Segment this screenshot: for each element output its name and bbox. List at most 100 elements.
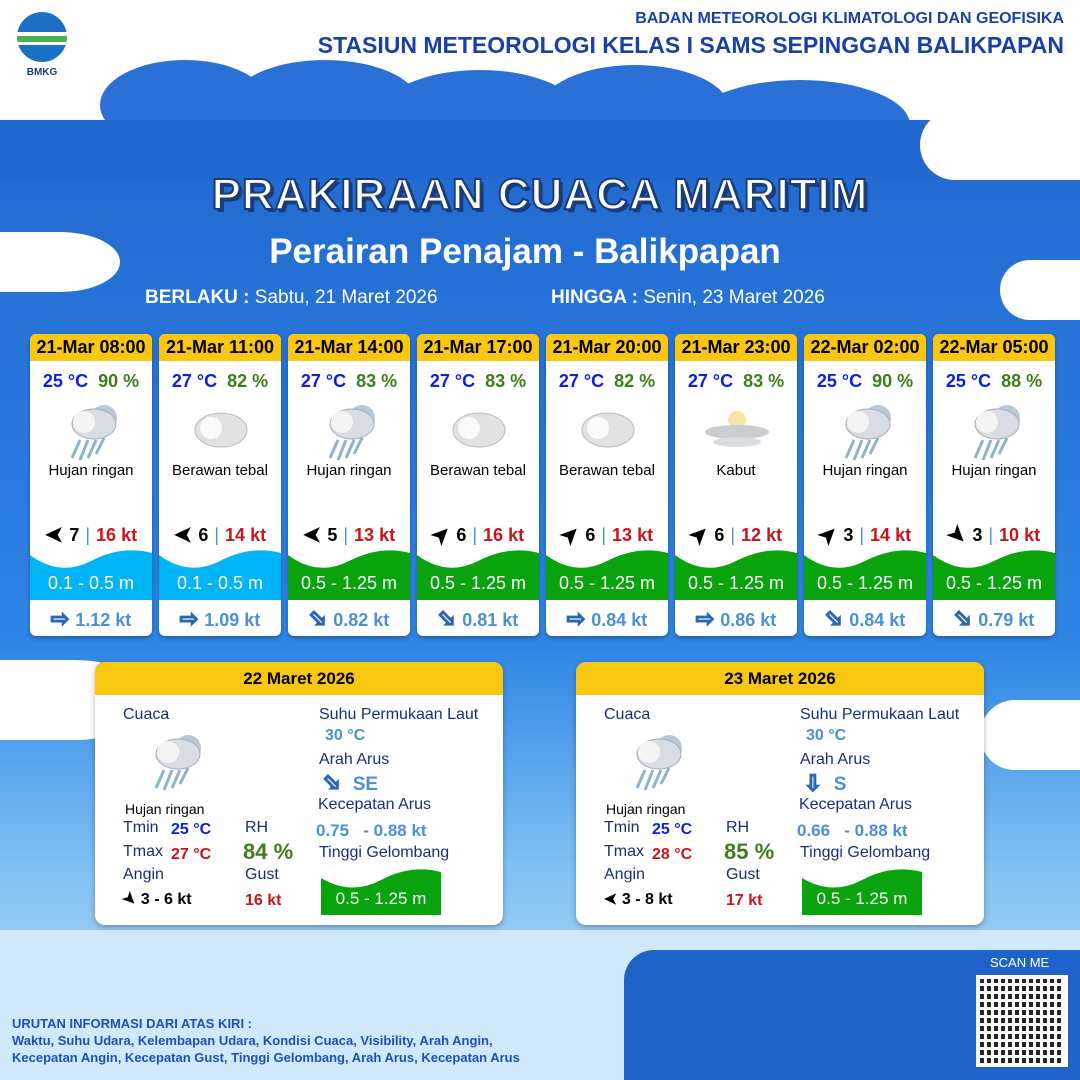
rh-label: RH — [245, 819, 269, 836]
sst-value: 30 °C — [325, 727, 366, 744]
gust-speed: 14 kt — [225, 524, 267, 545]
wind-direction-icon: ➤ — [604, 890, 618, 907]
tmin-value: 25 °C — [171, 821, 212, 838]
wind-direction-icon: ➤ — [683, 519, 715, 551]
weather-condition: Hujan ringan — [822, 462, 908, 479]
wind-direction-icon: ➤ — [302, 523, 322, 548]
tmax-label: Tmax — [604, 843, 644, 860]
temperature: 27 °C — [558, 371, 605, 391]
current-direction-icon: ⇨ — [818, 603, 850, 635]
wind-direction-icon: ➤ — [942, 519, 973, 551]
sky-band — [0, 120, 1080, 180]
wind-speed: 3 — [843, 524, 854, 545]
temperature: 25 °C — [945, 371, 992, 391]
wave-height: 0.5 - 1.25 m — [546, 549, 668, 600]
weather-condition: Berawan tebal — [559, 462, 655, 479]
current-speed-label: Kecepatan Arus — [318, 796, 431, 813]
current-speed-max: - 0.88 kt — [363, 821, 427, 840]
wave-height: 0.5 - 1.25 m — [288, 549, 410, 600]
tmin-label: Tmin — [604, 819, 640, 836]
wind-speed: 6 — [198, 524, 209, 545]
humidity: 82 % — [614, 371, 656, 391]
cloud-icon — [572, 398, 642, 458]
wave-height: 0.5 - 1.25 m — [417, 549, 539, 600]
wind-speed: 7 — [69, 524, 80, 545]
divider: | — [214, 524, 220, 545]
weather-condition: Hujan ringan — [48, 462, 134, 479]
wind-speed: 3 — [972, 524, 983, 545]
rh-value: 85 % — [724, 839, 775, 864]
divider: | — [472, 524, 478, 545]
weather-condition: Hujan ringan — [306, 462, 392, 479]
current-speed: 0.81 kt — [462, 610, 519, 630]
rain-cloud-icon — [621, 728, 691, 797]
current-speed: 1.09 kt — [204, 610, 261, 630]
rain-cloud-icon — [140, 728, 210, 797]
wind-direction-icon: ➤ — [118, 888, 141, 911]
cloud-icon — [185, 398, 255, 458]
wind-speed: 5 — [327, 524, 338, 545]
valid-from: BERLAKU : Sabtu, 21 Maret 2026 — [145, 287, 438, 308]
wave-label: Tinggi Gelombang — [800, 844, 931, 861]
gust-speed: 16 kt — [96, 524, 138, 545]
forecast-time: 22-Mar 02:00 — [804, 334, 926, 361]
wind-direction-icon: ➤ — [812, 519, 844, 551]
sst-value: 30 °C — [806, 727, 847, 744]
cloud-shape — [920, 110, 1080, 180]
daily-summary-panel: 23 Maret 2026 Cuaca Hujan ringan Tmin 25… — [576, 662, 984, 925]
temperature: 27 °C — [429, 371, 476, 391]
forecast-time: 22-Mar 05:00 — [933, 334, 1055, 361]
tmax-label: Tmax — [123, 843, 163, 860]
gust-speed: 16 kt — [483, 524, 525, 545]
forecast-time: 21-Mar 23:00 — [675, 334, 797, 361]
weather-condition: Hujan ringan — [606, 801, 686, 817]
wave-height: 0.5 - 1.25 m — [933, 549, 1055, 600]
wave-height: 0.5 - 1.25 m — [804, 549, 926, 600]
gust-speed: 14 kt — [870, 524, 912, 545]
humidity: 83 % — [743, 371, 785, 391]
rain-cloud-icon — [56, 398, 126, 461]
wind-direction-icon: ➤ — [425, 519, 457, 551]
divider: | — [988, 524, 994, 545]
gust-speed: 12 kt — [741, 524, 783, 545]
bmkg-logo: BMKG — [14, 12, 70, 80]
wind-speed: 6 — [585, 524, 596, 545]
wind-direction-icon: ➤ — [44, 523, 64, 548]
tmax-value: 28 °C — [652, 846, 693, 863]
weather-label: Cuaca — [123, 706, 170, 723]
current-speed-min: 0.75 — [316, 821, 350, 840]
sst-label: Suhu Permukaan Laut — [800, 706, 960, 723]
cloud-shape — [0, 232, 120, 292]
forecast-card: 21-Mar 17:00 27 °C 83 % Berawan tebal ➤ 6… — [417, 334, 539, 636]
cloud-shape — [1000, 260, 1080, 320]
wind-speed: 6 — [456, 524, 467, 545]
tmin-value: 25 °C — [652, 821, 693, 838]
forecast-card: 22-Mar 02:00 25 °C 90 % Hujan ringan ➤ 3 |… — [804, 334, 926, 636]
current-speed-label: Kecepatan Arus — [799, 796, 912, 813]
weather-condition: Hujan ringan — [125, 801, 205, 817]
page-title: PRAKIRAAN CUACA MARITIM — [211, 169, 869, 220]
current-speed: 0.84 kt — [849, 610, 906, 630]
wave-height: 0.5 - 1.25 m — [321, 868, 441, 915]
current-speed: 0.79 kt — [978, 610, 1035, 630]
forecast-card: 21-Mar 08:00 25 °C 90 % Hujan ringan ➤ 7 |… — [30, 334, 152, 636]
rh-value: 84 % — [243, 839, 294, 864]
qr-code[interactable] — [976, 975, 1068, 1067]
tmax-value: 27 °C — [171, 846, 212, 863]
page-subtitle: Perairan Penajam - Balikpapan — [269, 232, 781, 271]
gust-label: Gust — [726, 866, 760, 883]
current-direction: SE — [352, 774, 379, 795]
weather-condition: Berawan tebal — [430, 462, 526, 479]
wind-range: 3 - 6 kt — [140, 891, 192, 908]
wind-label: Angin — [604, 866, 645, 883]
cloud-icon — [443, 398, 513, 458]
temperature: 25 °C — [42, 371, 89, 391]
tmin-label: Tmin — [123, 819, 159, 836]
scan-me-label: SCAN ME — [990, 955, 1050, 970]
rain-cloud-icon — [314, 398, 384, 461]
forecast-card: 21-Mar 23:00 27 °C 83 % Kabut ➤ 6 | 12 kt 0… — [675, 334, 797, 636]
rh-label: RH — [726, 819, 750, 836]
current-speed: 1.12 kt — [75, 610, 132, 630]
current-direction-icon: ⇨ — [50, 606, 70, 632]
gust-value: 17 kt — [726, 892, 763, 909]
